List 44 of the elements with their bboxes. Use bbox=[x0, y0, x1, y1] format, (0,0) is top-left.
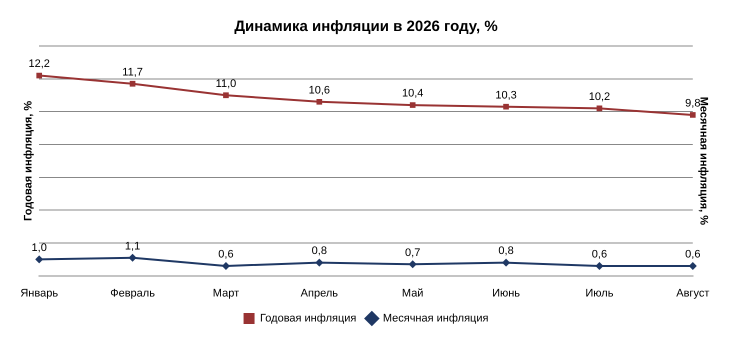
x-tick-label: Июль bbox=[585, 287, 614, 300]
data-label: 10,4 bbox=[402, 88, 424, 100]
x-tick-label: Март bbox=[212, 287, 240, 300]
data-label: 0,6 bbox=[592, 248, 608, 260]
point bbox=[222, 262, 230, 270]
point bbox=[502, 258, 510, 267]
point bbox=[316, 98, 322, 105]
data-label: 10,6 bbox=[308, 84, 330, 96]
data-label: 10,3 bbox=[495, 89, 517, 102]
point bbox=[503, 104, 509, 110]
data-label: 0,8 bbox=[312, 245, 327, 258]
legend-label: Месячная инфляция bbox=[382, 312, 488, 325]
x-tick-label: Апрель bbox=[300, 287, 338, 300]
point bbox=[130, 80, 136, 87]
point bbox=[595, 262, 604, 270]
data-label: 12,2 bbox=[28, 58, 50, 70]
point bbox=[128, 254, 137, 262]
data-label: 0,6 bbox=[218, 248, 234, 260]
data-label: 11,0 bbox=[216, 78, 236, 90]
x-tick-label: Август bbox=[676, 287, 710, 300]
data-label: 0,6 bbox=[685, 248, 700, 260]
x-tick-label: Июнь bbox=[492, 287, 520, 300]
point bbox=[596, 106, 602, 112]
data-label: 10,2 bbox=[588, 90, 610, 103]
x-tick-label: Февраль bbox=[110, 287, 156, 300]
data-label: 9,8 bbox=[685, 97, 700, 110]
point bbox=[35, 255, 44, 264]
point bbox=[408, 260, 417, 268]
point bbox=[410, 102, 416, 108]
chart-title: Динамика инфляции в 2026 году, % bbox=[234, 18, 498, 36]
point bbox=[223, 92, 229, 98]
data-label: 0,7 bbox=[405, 246, 420, 259]
point bbox=[688, 262, 697, 270]
point bbox=[315, 258, 324, 267]
x-tick-label: Май bbox=[402, 287, 424, 300]
y-axis-title: Годовая инфляция, % bbox=[22, 100, 35, 221]
data-label: 1,0 bbox=[32, 242, 47, 254]
point bbox=[690, 112, 696, 118]
data-label: 11,7 bbox=[122, 66, 143, 78]
legend-label: Годовая инфляция bbox=[260, 312, 356, 325]
data-label: 1,1 bbox=[124, 240, 140, 252]
data-label: 0,8 bbox=[498, 245, 514, 258]
x-tick-label: Январь bbox=[20, 287, 58, 300]
point bbox=[36, 72, 42, 78]
